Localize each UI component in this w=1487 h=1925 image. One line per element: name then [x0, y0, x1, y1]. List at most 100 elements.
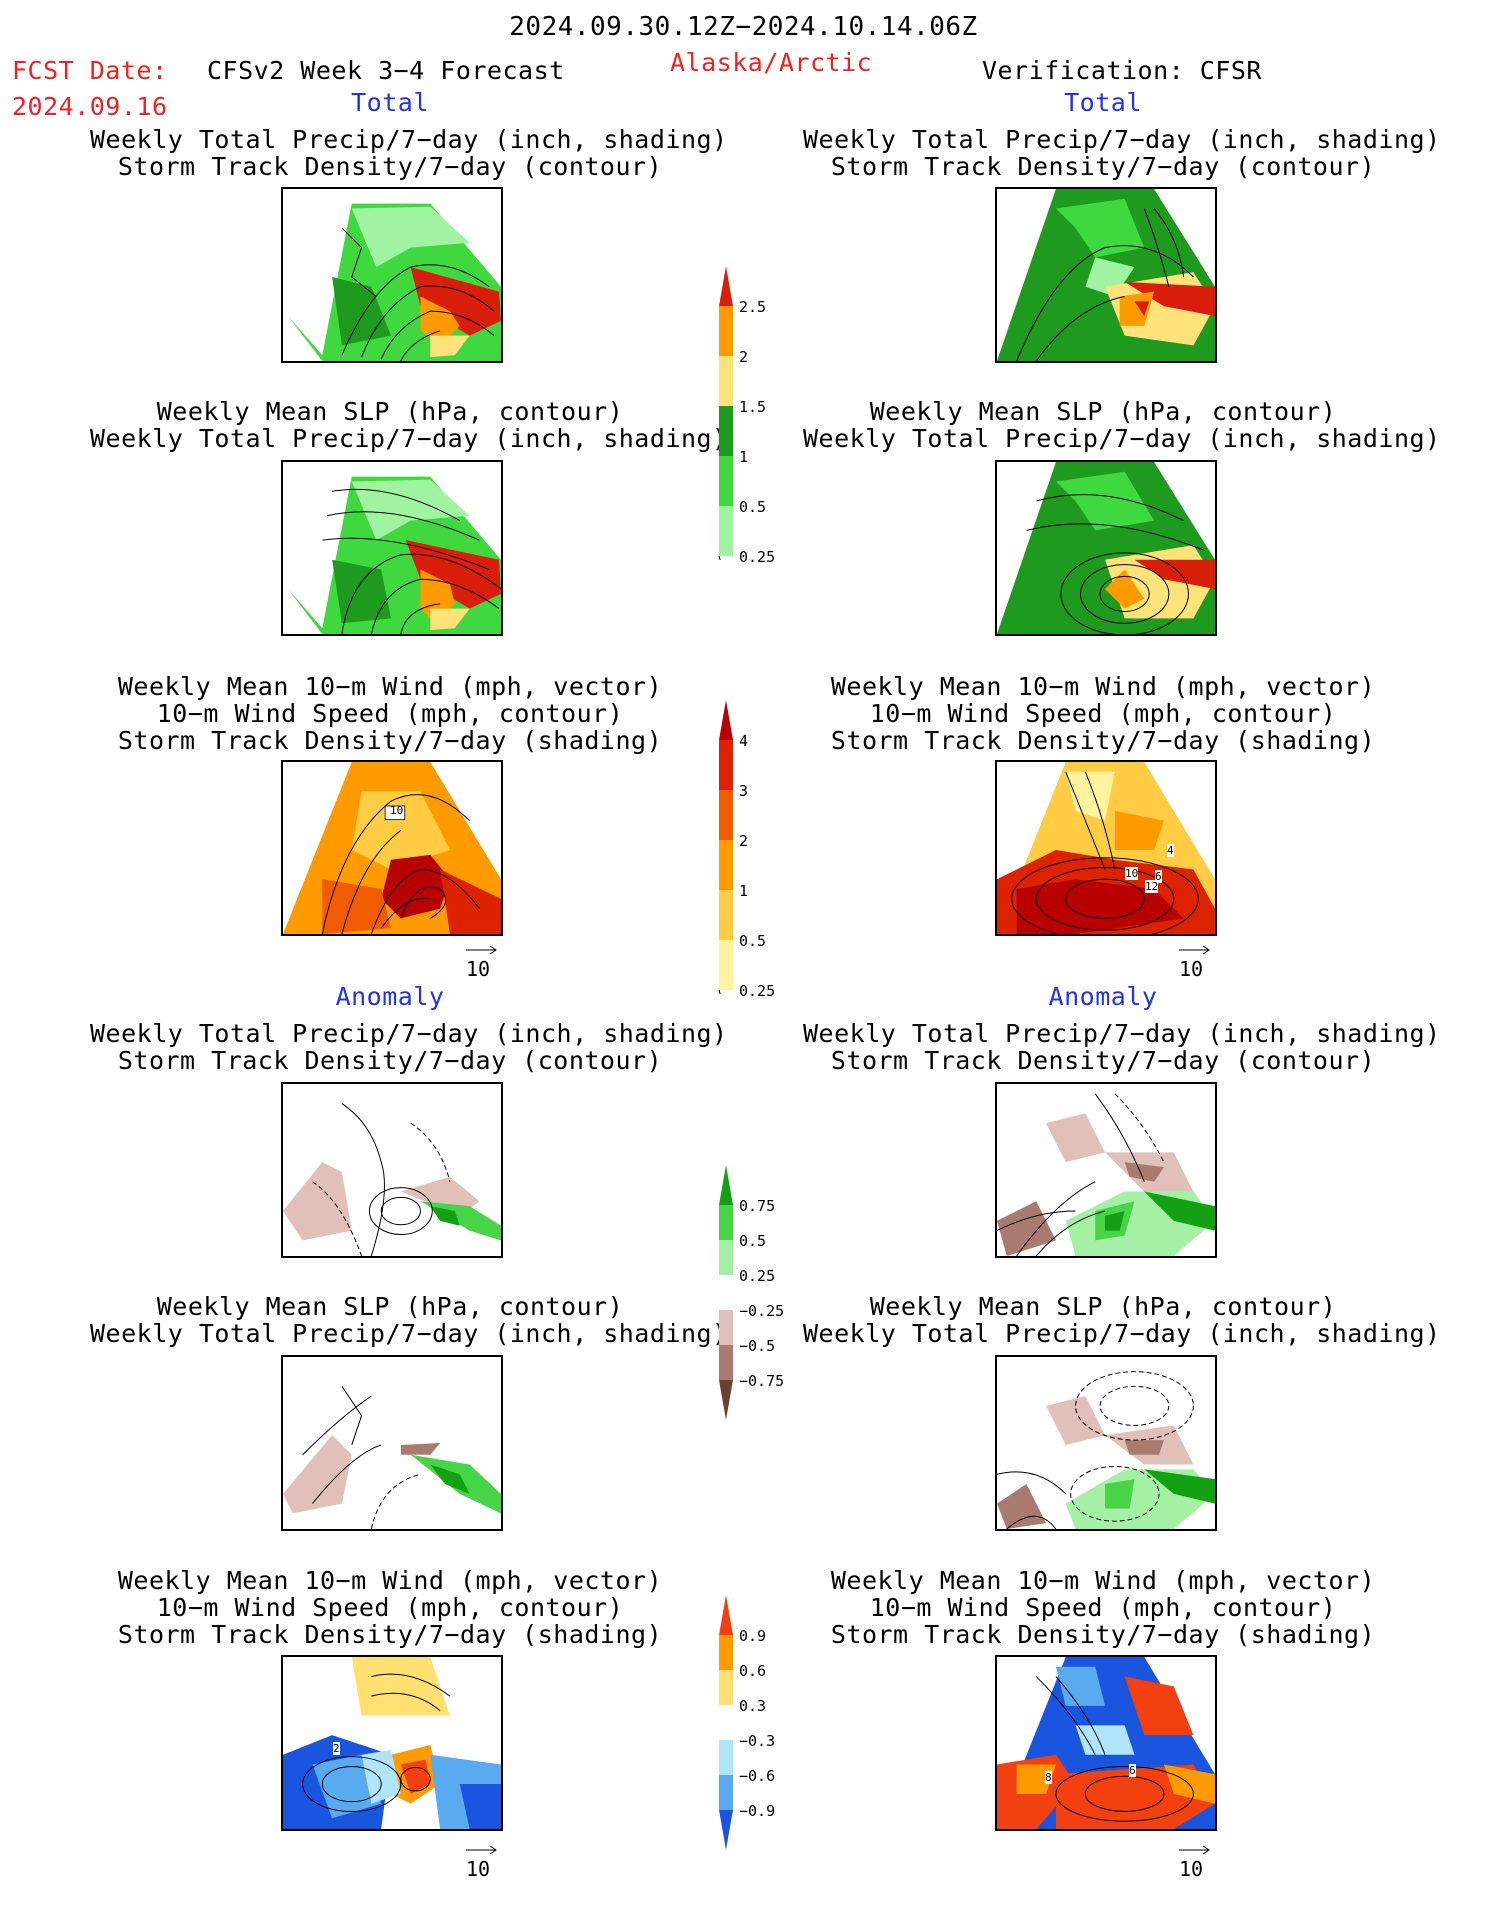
title-line: Storm Track Density/7−day (shading) — [830, 726, 1376, 755]
colorbar-tick-label: 4 — [739, 732, 749, 750]
panel-title-precip-storm-total-left: Weekly Total Precip/7−day (inch, shading… — [90, 125, 728, 181]
colorbar-segment — [719, 356, 733, 406]
vector-reference-left-anom: 10 — [466, 1845, 497, 1881]
map-slp-precip-total-right — [995, 460, 1217, 636]
panel-title-precip-storm-total-right: Weekly Total Precip/7−day (inch, shading… — [803, 125, 1441, 181]
title-line: 10−m Wind Speed (mph, contour) — [869, 1593, 1337, 1622]
colorbar-bottom-tail — [718, 555, 721, 560]
title-line: Weekly Total Precip/7−day (inch, shading… — [90, 1019, 728, 1048]
title-line: Storm Track Density/7−day (shading) — [830, 1620, 1376, 1649]
contour-label: 12 — [1145, 880, 1159, 893]
title-line: Weekly Mean SLP (hPa, contour) — [156, 397, 624, 426]
title-line: Storm Track Density/7−day (shading) — [117, 726, 663, 755]
contour-label: 10 — [1125, 867, 1139, 880]
section-total-left: Total — [351, 88, 429, 117]
title-line: 10−m Wind Speed (mph, contour) — [156, 1593, 624, 1622]
colorbar-precip-total: 2.5 2 1.5 1 0.5 0.25 — [717, 266, 777, 566]
colorbar-tick-label: 0.25 — [739, 982, 776, 1000]
title-line: Storm Track Density/7−day (contour) — [830, 152, 1376, 181]
colorbar-segment — [719, 306, 733, 356]
title-line: 10−m Wind Speed (mph, contour) — [156, 699, 624, 728]
region-title: Alaska/Arctic — [670, 48, 873, 77]
verification-title: Verification: CFSR — [982, 56, 1262, 85]
colorbar-segment — [719, 1775, 733, 1810]
title-line: Weekly Total Precip/7−day (inch, shading… — [803, 125, 1441, 154]
title-line: Weekly Total Precip/7−day (inch, shading… — [90, 424, 728, 453]
colorbar-segment — [719, 740, 733, 790]
title-line: Storm Track Density/7−day (contour) — [117, 1046, 663, 1075]
colorbar-segment — [719, 1240, 733, 1275]
title-line: 10−m Wind Speed (mph, contour) — [869, 699, 1337, 728]
colorbar-tick-label: 0.9 — [739, 1627, 767, 1645]
colorbar-segment — [719, 506, 733, 556]
title-line: Storm Track Density/7−day (contour) — [117, 152, 663, 181]
title-line: Weekly Total Precip/7−day (inch, shading… — [90, 1319, 728, 1348]
colorbar-svg — [719, 1165, 733, 1420]
title-line: Weekly Mean SLP (hPa, contour) — [869, 1292, 1337, 1321]
colorbar-tick-label: −0.75 — [739, 1372, 785, 1390]
map-slp-precip-anom-left — [281, 1355, 503, 1531]
colorbar-top-arrow — [719, 1165, 733, 1205]
panel-title-wind-storm-anom-right: Weekly Mean 10−m Wind (mph, vector) 10−m… — [803, 1567, 1403, 1648]
map-slp-precip-total-left — [281, 460, 503, 636]
colorbar-segment — [719, 1205, 733, 1240]
title-line: Weekly Mean 10−m Wind (mph, vector) — [830, 1566, 1376, 1595]
colorbar-segment — [719, 1635, 733, 1670]
colorbar-tick-label: 2.5 — [739, 298, 767, 316]
map-precip-storm-anom-left — [281, 1082, 503, 1258]
colorbar-storm-total: 4 3 2 1 0.5 0.25 — [717, 700, 777, 1000]
date-range-title: 2024.09.30.12Z−2024.10.14.06Z — [509, 12, 978, 42]
colorbar-tick-label: −0.9 — [739, 1802, 776, 1820]
colorbar-segment — [719, 1705, 733, 1740]
map-precip-storm-total-left — [281, 187, 503, 363]
colorbar-segment — [719, 1345, 733, 1380]
contour-label: 8 — [1045, 1771, 1052, 1784]
colorbar-storm-anom: 0.9 0.6 0.3 −0.3 −0.6 −0.9 — [717, 1595, 777, 1885]
map-wind-storm-anom-right: 8 6 — [995, 1655, 1217, 1831]
colorbar-tick-label: 0.3 — [739, 1697, 767, 1715]
vector-ref-label: 10 — [1179, 1857, 1204, 1881]
map-precip-storm-total-right — [995, 187, 1217, 363]
colorbar-tick-label: 0.5 — [739, 1232, 767, 1250]
colorbar-tick-label: 0.75 — [739, 1197, 776, 1215]
colorbar-bottom-arrow — [719, 1810, 733, 1850]
vector-ref-label: 10 — [1179, 957, 1204, 981]
map-slp-precip-anom-right — [995, 1355, 1217, 1531]
colorbar-tick-label: −0.3 — [739, 1732, 776, 1750]
colorbar-bottom-tail — [718, 989, 721, 994]
colorbar-tick-label: 2 — [739, 832, 749, 850]
section-anomaly-right: Anomaly — [1048, 982, 1158, 1011]
title-line: Weekly Total Precip/7−day (inch, shading… — [90, 125, 728, 154]
title-line: Storm Track Density/7−day (shading) — [117, 1620, 663, 1649]
title-line: Weekly Total Precip/7−day (inch, shading… — [803, 1019, 1441, 1048]
colorbar-bottom-arrow — [719, 1380, 733, 1420]
colorbar-tick-label: 1 — [739, 882, 749, 900]
title-line: Weekly Mean 10−m Wind (mph, vector) — [117, 1566, 663, 1595]
panel-title-wind-storm-total-left: Weekly Mean 10−m Wind (mph, vector) 10−m… — [90, 673, 690, 754]
vector-ref-label: 10 — [466, 957, 491, 981]
colorbar-tick-label: 0.6 — [739, 1662, 767, 1680]
model-title: CFSv2 Week 3−4 Forecast — [207, 56, 565, 85]
colorbar-segment — [719, 456, 733, 506]
fcst-date-label: FCST Date: — [12, 56, 168, 85]
panel-title-precip-storm-anom-left: Weekly Total Precip/7−day (inch, shading… — [90, 1019, 728, 1075]
colorbar-top-arrow — [719, 266, 733, 306]
title-line: Weekly Mean SLP (hPa, contour) — [869, 397, 1337, 426]
title-line: Weekly Mean 10−m Wind (mph, vector) — [830, 672, 1376, 701]
colorbar-segment — [719, 940, 733, 990]
colorbar-segment — [719, 790, 733, 840]
colorbar-segment — [719, 890, 733, 940]
title-line: Weekly Mean SLP (hPa, contour) — [156, 1292, 624, 1321]
colorbar-segment — [719, 1310, 733, 1345]
contour-label: 2 — [333, 1742, 340, 1755]
title-line: Weekly Total Precip/7−day (inch, shading… — [803, 1319, 1441, 1348]
colorbar-tick-label: 2 — [739, 348, 749, 366]
vector-reference-right-anom: 10 — [1179, 1845, 1210, 1881]
contour-label: 6 — [1155, 870, 1162, 883]
panel-title-precip-storm-anom-right: Weekly Total Precip/7−day (inch, shading… — [803, 1019, 1441, 1074]
colorbar-segment — [719, 1670, 733, 1705]
contour-label: 4 — [1167, 844, 1174, 857]
colorbar-segment — [719, 1740, 733, 1775]
panel-title-wind-storm-total-right: Weekly Mean 10−m Wind (mph, vector) 10−m… — [803, 673, 1403, 754]
panel-title-slp-precip-total-right: Weekly Mean SLP (hPa, contour) Weekly To… — [803, 397, 1440, 452]
